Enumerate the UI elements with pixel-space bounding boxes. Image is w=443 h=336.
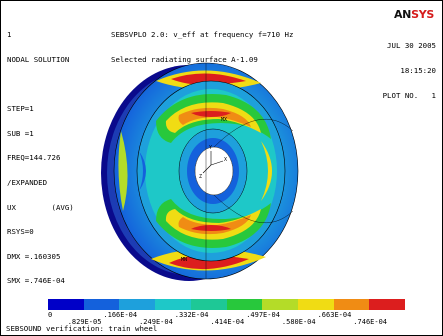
train-wheel-contour-plot: MX MN Y X Z xyxy=(101,62,299,281)
triad-z-label: Z xyxy=(199,174,202,180)
rim-band-left xyxy=(118,131,128,211)
ansys-logo: ANSYS xyxy=(394,8,434,21)
contour-legend-bar xyxy=(48,299,406,310)
plot-time: 18:15:20 xyxy=(400,66,436,75)
logo-text-sys: SYS xyxy=(411,8,434,21)
coordinate-triad xyxy=(202,151,224,174)
legend-swatch xyxy=(369,299,406,310)
legend-swatch xyxy=(262,299,298,310)
legend-label-bottom: .414E-04 xyxy=(210,318,245,326)
logo-text-an: AN xyxy=(393,8,412,21)
plot-title-line1: SEBSVPLO 2.0: v_eff at frequency f=710 H… xyxy=(111,30,294,40)
legend-swatch xyxy=(297,299,334,310)
section-line-lower xyxy=(213,194,294,224)
nodal-solution-info: 1 NODAL SOLUTION STEP=1 SUB =1 FREQ=144.… xyxy=(7,15,74,302)
info-smx: SMX =.746E-04 xyxy=(7,276,65,286)
info-step: STEP=1 xyxy=(7,104,34,114)
legend-swatch xyxy=(333,299,370,310)
legend-label-bottom: .249E-04 xyxy=(139,318,173,326)
legend-label-bottom: .746E-04 xyxy=(353,318,388,326)
plot-number: PLOT NO. 1 xyxy=(382,90,436,100)
info-ux: UX (AVG) xyxy=(7,202,74,212)
plot-title-line2: Selected radiating surface A-1.09 xyxy=(111,55,258,64)
mx-marker: MX xyxy=(221,117,227,123)
triad-x-label: X xyxy=(224,157,227,163)
mode-lobe-right xyxy=(261,141,272,201)
rim-band-top-peak xyxy=(171,73,246,85)
legend-label-top: 0 xyxy=(48,311,53,319)
plot-title: SEBSVPLO 2.0: v_eff at frequency f=710 H… xyxy=(111,15,293,81)
mode-lobe-lower-peak xyxy=(191,225,231,231)
info-freq: FREQ=144.726 xyxy=(7,153,61,163)
legend-label-top: .663E-04 xyxy=(317,311,352,319)
date-block: JUL 30 2005 18:15:20 PLOT NO. 1 xyxy=(383,26,436,116)
legend-swatch xyxy=(226,299,263,310)
info-rsys: RSYS=0 xyxy=(7,227,34,237)
info-solution-type: NODAL SOLUTION xyxy=(7,55,70,64)
legend-swatch xyxy=(48,299,84,310)
info-expanded: /EXPANDED xyxy=(7,177,48,187)
legend-swatch xyxy=(83,299,120,310)
wheel-bore xyxy=(194,146,234,196)
info-dmx: DMX =.160305 xyxy=(7,251,61,261)
triad-y-label: Y xyxy=(209,145,212,151)
wheel-body: MX MN xyxy=(101,62,299,281)
mode-lobe-left-low xyxy=(139,151,146,191)
section-line-upper xyxy=(213,118,294,148)
plot-date: JUL 30 2005 xyxy=(387,41,436,51)
legend-label-top: .166E-04 xyxy=(103,311,138,319)
legend-label-bottom: .580E-04 xyxy=(281,318,316,326)
triad-z-axis xyxy=(202,164,212,174)
mode-lobe-upper-mid xyxy=(165,102,261,133)
legend-label-bottom: .829E-05 xyxy=(67,318,102,326)
mode-lobe-lower-mid xyxy=(165,209,261,240)
mode-lobe-upper-peak xyxy=(191,111,231,117)
plot-caption: SEBSOUND verification: train wheel xyxy=(6,324,158,333)
legend-label-top: .332E-04 xyxy=(174,311,209,319)
info-sub: SUB =1 xyxy=(7,128,34,138)
legend-swatch xyxy=(119,299,156,310)
legend-swatch xyxy=(190,299,227,310)
triad-x-axis xyxy=(210,160,224,166)
legend-swatch xyxy=(155,299,191,310)
info-window-number: 1 xyxy=(7,30,12,40)
legend-label-top: .497E-04 xyxy=(246,311,280,319)
mn-marker: MN xyxy=(181,257,187,263)
